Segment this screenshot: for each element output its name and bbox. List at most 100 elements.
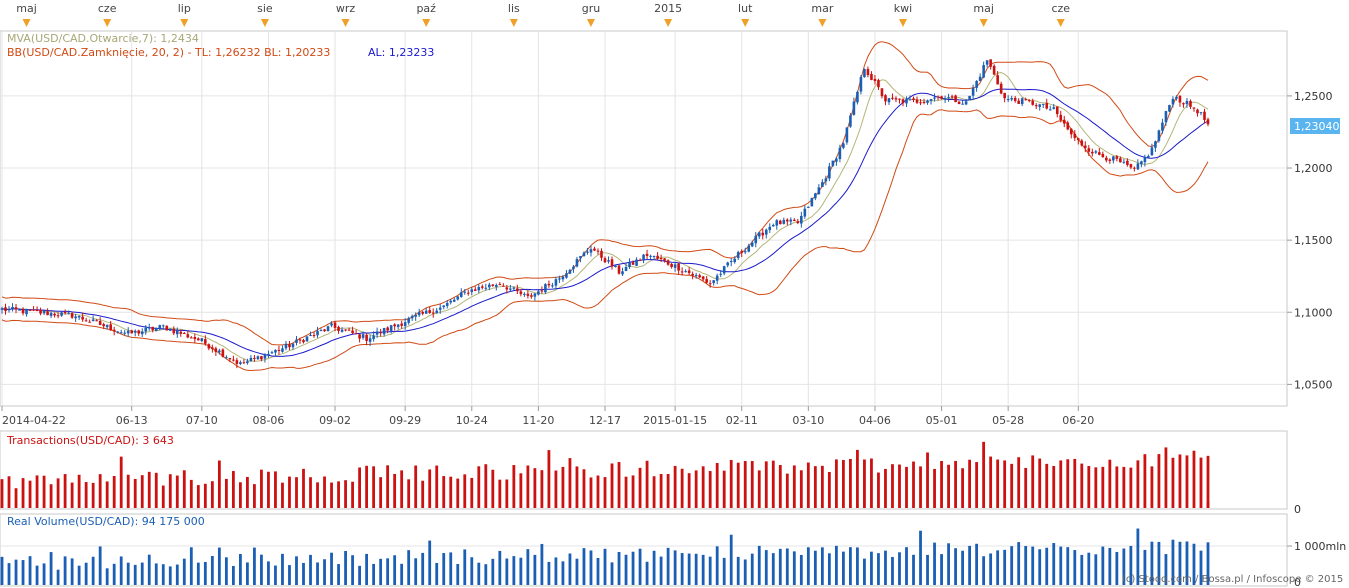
volume-bar — [554, 557, 558, 585]
volume-bar — [905, 547, 908, 585]
volume-bar — [393, 555, 397, 585]
candle-up — [140, 331, 144, 335]
candle-up — [782, 219, 786, 224]
transaction-bar — [91, 482, 95, 508]
x-tick-label: 05-28 — [992, 414, 1024, 427]
candle-up — [775, 220, 779, 226]
transaction-bar — [414, 465, 418, 508]
candle-down — [884, 95, 887, 102]
candle-up — [91, 319, 95, 322]
volume-bar — [1206, 542, 1210, 585]
month-label: lis — [508, 2, 520, 15]
candle-down — [179, 331, 183, 334]
candle-up — [568, 269, 572, 274]
candle-up — [635, 259, 638, 266]
candle-up — [1140, 161, 1143, 165]
volume-bar — [231, 565, 235, 585]
transaction-bar — [968, 459, 972, 508]
candle-down — [298, 339, 302, 341]
transaction-bar — [344, 480, 347, 508]
candle-up — [838, 147, 842, 160]
candle-down — [344, 329, 347, 331]
candle-down — [1133, 167, 1136, 169]
candle-down — [46, 311, 49, 316]
candle-up — [523, 293, 526, 295]
candle-up — [1020, 98, 1024, 105]
transaction-bar — [764, 461, 768, 508]
transaction-bar — [870, 458, 873, 508]
transaction-bar — [309, 477, 312, 508]
transaction-bar — [940, 461, 943, 508]
candle-up — [18, 309, 21, 311]
volume-bar — [547, 561, 551, 585]
transaction-bar — [912, 461, 915, 508]
volume-bar — [477, 562, 481, 585]
candle-up — [484, 287, 488, 289]
month-label: maj — [16, 2, 37, 15]
transaction-bar — [147, 471, 151, 508]
volume-bar — [743, 559, 747, 585]
candle-up — [558, 278, 561, 280]
transaction-bar — [1066, 459, 1070, 508]
x-tick-label: 06-20 — [1062, 414, 1094, 427]
candle-up — [926, 100, 929, 103]
candle-down — [21, 309, 25, 314]
volume-bar — [1066, 547, 1070, 585]
candle-up — [305, 336, 309, 342]
candle-up — [975, 81, 978, 88]
month-triangle-icon — [103, 19, 112, 27]
candle-up — [589, 249, 593, 253]
candle-up — [319, 330, 323, 332]
candle-up — [607, 260, 610, 262]
candle-up — [463, 291, 467, 293]
candle-down — [638, 259, 642, 261]
candle-up — [1157, 130, 1161, 141]
candle-up — [750, 242, 754, 247]
volume-bar — [1052, 543, 1056, 585]
volume-bar — [561, 561, 565, 585]
candle-up — [477, 287, 481, 291]
candle-down — [596, 250, 600, 252]
volume-bar — [365, 553, 369, 585]
transaction-bar — [561, 466, 565, 508]
transaction-bar — [554, 470, 558, 508]
transaction-bar — [449, 476, 453, 508]
volume-bar — [884, 550, 887, 585]
candle-up — [757, 232, 761, 237]
volume-bar — [940, 554, 943, 585]
candle-down — [870, 73, 873, 80]
transaction-bar — [652, 476, 656, 508]
transaction-bar — [1038, 458, 1042, 508]
volume-bar — [975, 543, 979, 585]
candle-up — [200, 338, 204, 341]
candle-down — [337, 326, 340, 331]
candle-up — [442, 305, 446, 308]
volume-bar — [316, 562, 319, 585]
volume-bar — [1171, 539, 1175, 585]
candle-down — [253, 357, 256, 359]
candle-up — [971, 87, 975, 96]
transaction-bar — [624, 476, 628, 508]
transaction-bar — [792, 465, 796, 508]
x-tick-label: 08-06 — [252, 414, 284, 427]
candle-down — [901, 99, 905, 104]
transaction-bar — [877, 472, 880, 508]
candle-down — [740, 250, 744, 253]
candle-up — [495, 285, 498, 287]
transaction-bar — [0, 479, 4, 508]
candle-down — [502, 285, 505, 287]
transaction-bar — [372, 466, 376, 508]
transaction-bar — [512, 465, 516, 508]
candle-down — [466, 292, 470, 294]
x-tick-label: 11-20 — [522, 414, 554, 427]
candle-down — [519, 291, 523, 295]
candle-up — [1094, 151, 1098, 153]
candle-down — [88, 321, 91, 323]
candle-up — [537, 291, 540, 295]
volume-bar — [407, 550, 411, 585]
month-label: maj — [973, 2, 994, 15]
volume-bar — [624, 554, 628, 585]
volume-bar — [302, 562, 305, 585]
candle-down — [32, 309, 35, 311]
transaction-bar — [295, 477, 298, 508]
